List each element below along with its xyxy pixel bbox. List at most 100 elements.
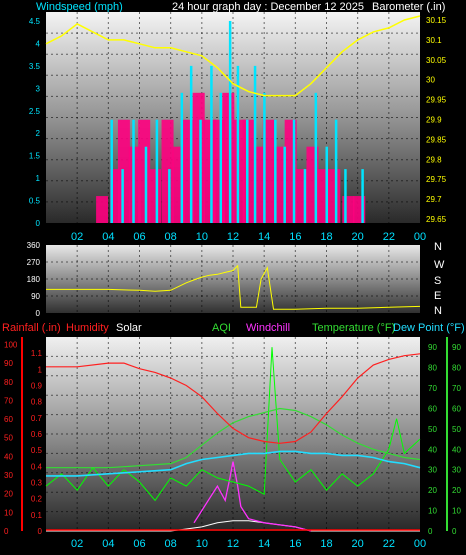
gust-bar: [149, 169, 162, 223]
direction-ytick: 180: [27, 275, 41, 284]
temp-ytick: 50: [428, 425, 437, 434]
rain-ytick: 0.4: [31, 462, 43, 471]
wind-xtick: 00: [414, 231, 426, 243]
windspeed-bar: [303, 169, 307, 223]
temp-ytick-outer: 60: [452, 404, 461, 413]
temp-ytick-outer: 90: [452, 343, 461, 352]
windspeed-bar: [263, 92, 266, 224]
temp-ytick: 0: [428, 527, 433, 536]
barometer-line: [45, 15, 421, 97]
windspeed-bar: [110, 119, 113, 223]
wind-xtick: 04: [102, 231, 114, 243]
solar-label: Solar: [116, 322, 142, 334]
rain-ytick: 0.7: [31, 414, 43, 423]
temp-xtick: 18: [320, 538, 332, 550]
temp-ytick: 20: [428, 486, 437, 495]
gust-bar: [342, 196, 355, 223]
wind-xtick: 14: [258, 231, 270, 243]
windspeed-bar: [210, 65, 213, 223]
barometer-ytick: 29.65: [426, 215, 447, 224]
chart-title: 24 hour graph day : December 12 2025: [172, 1, 364, 13]
barometer-ytick: 30.1: [426, 36, 442, 45]
wind-xtick: 18: [320, 231, 332, 243]
rain-ytick: 0.6: [31, 430, 43, 439]
rain-ytick: 0.1: [31, 511, 43, 520]
gust-bar: [96, 196, 109, 223]
temp-xtick: 08: [165, 538, 177, 550]
gust-bar: [117, 119, 130, 223]
wind-xtick: 16: [289, 231, 301, 243]
temp-ytick: 60: [428, 404, 437, 413]
wind-xtick: 02: [71, 231, 83, 243]
barometer-ytick: 30.15: [426, 16, 447, 25]
temp-ytick: 80: [428, 364, 437, 373]
gust-bar: [192, 92, 205, 224]
temp-xtick: 02: [71, 538, 83, 550]
aqi-line: [45, 347, 421, 502]
barometer-label: Barometer (.in): [372, 1, 445, 13]
wind-xtick: 20: [352, 231, 364, 243]
windspeed-bar: [144, 146, 148, 223]
temperature-label: Temperature (°F): [312, 322, 395, 334]
temp-xtick: 20: [352, 538, 364, 550]
barometer-ytick: 30: [426, 76, 435, 85]
rain-ytick: 0.5: [31, 446, 43, 455]
temperature-line: [46, 407, 421, 469]
barometer-ytick: 29.85: [426, 135, 447, 144]
wind-ytick: 2: [36, 129, 41, 138]
windspeed-bar: [189, 65, 193, 223]
direction-ytick: 0: [36, 309, 41, 318]
windspeed-bar: [253, 65, 257, 223]
rain-ytick: 0.8: [31, 398, 43, 407]
barometer-ytick: 29.9: [426, 115, 442, 124]
rain-ytick: 0.2: [31, 495, 43, 504]
temp-ytick-outer: 50: [452, 425, 461, 434]
windspeed-bar: [236, 65, 240, 223]
gust-bar: [128, 146, 141, 223]
wind-ytick: 2.5: [29, 107, 41, 116]
temp-ytick: 30: [428, 466, 437, 475]
humidity-ytick: 90: [4, 359, 13, 368]
windspeed-bar: [155, 119, 159, 223]
compass-n-top: N: [434, 241, 442, 253]
wind-xtick: 12: [227, 231, 239, 243]
windspeed-bar: [132, 119, 135, 223]
wind-ytick: 1.5: [29, 152, 41, 161]
rain-ytick: 1: [38, 365, 43, 374]
direction-ytick: 360: [27, 241, 41, 250]
windspeed-bar: [283, 146, 286, 223]
windspeed-bar: [121, 169, 124, 223]
rain-ytick: 0.9: [31, 382, 43, 391]
windspeed-bar: [180, 92, 184, 224]
rain-ytick: 0.3: [31, 479, 43, 488]
windspeed-bar: [292, 119, 296, 223]
wind-ytick: 3.5: [29, 62, 41, 71]
temp-xtick: 22: [383, 538, 395, 550]
rainfall-label: Rainfall (.in): [2, 322, 61, 334]
gust-bar: [242, 119, 255, 223]
temp-ytick-outer: 20: [452, 486, 461, 495]
barometer-ytick: 29.95: [426, 96, 447, 105]
windspeed-bar: [199, 119, 202, 223]
temp-xtick: 06: [133, 538, 145, 550]
windspeed-bar: [325, 146, 328, 223]
dewpoint-label: Dew Point (°F): [393, 322, 465, 334]
humidity-ytick: 80: [4, 378, 13, 387]
compass-w: W: [434, 259, 445, 271]
gust-bar: [138, 119, 151, 223]
windspeed-bar: [228, 20, 232, 223]
humidity-ytick: 70: [4, 396, 13, 405]
wind-ytick: 1: [36, 174, 41, 183]
barometer-ytick: 30.05: [426, 56, 447, 65]
temp-ytick: 40: [428, 445, 437, 454]
windspeed-bar: [219, 92, 223, 224]
humidity-ytick: 0: [4, 527, 9, 536]
gust-bar: [253, 146, 266, 223]
gust-bar: [262, 119, 275, 223]
barometer-ytick: 29.75: [426, 175, 447, 184]
barometer-ytick: 29.8: [426, 155, 442, 164]
gust-bar: [328, 169, 341, 223]
direction-line: [46, 264, 421, 310]
windspeed-bar: [274, 119, 277, 223]
temp-ytick-outer: 0: [452, 527, 457, 536]
